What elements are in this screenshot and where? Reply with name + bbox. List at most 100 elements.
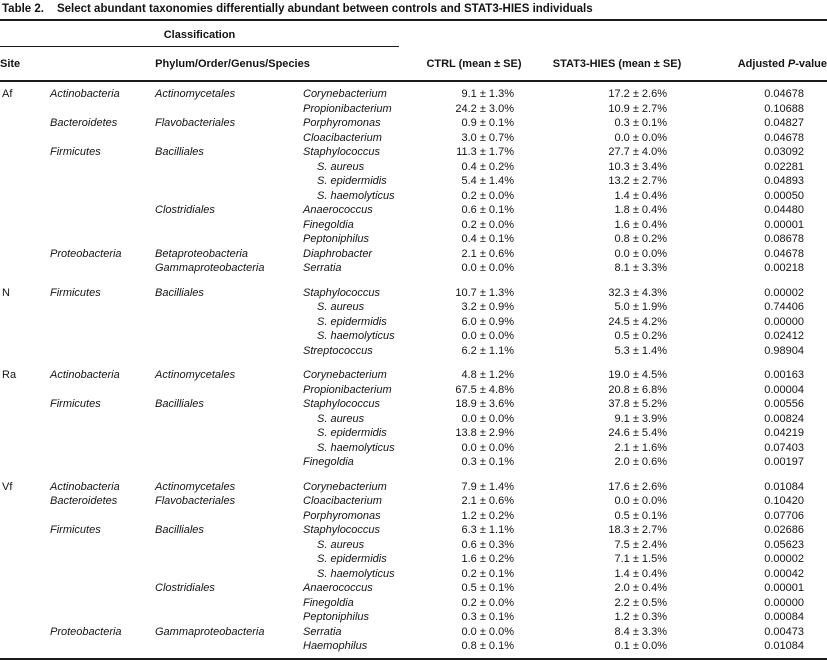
- cell-phylum: [50, 552, 155, 567]
- cell-order: [155, 102, 303, 117]
- cell-ctrl: 0.0 ± 0.0%: [461, 412, 514, 425]
- cell-hies: 0.5 ± 0.2%: [614, 330, 667, 342]
- cell-hies: 5.0 ± 1.9%: [614, 301, 667, 313]
- cell-order: [155, 567, 303, 582]
- cell-ctrl: 3.0 ± 0.7%: [461, 131, 514, 144]
- cell-hies: 1.2 ± 0.3%: [614, 611, 667, 623]
- cell-hies: 10.9 ± 2.7%: [608, 102, 667, 115]
- table-row: Bacteroidetes Flavobacteriales Cloacibac…: [0, 494, 827, 509]
- cell-site: [0, 538, 50, 553]
- cell-site: [0, 261, 50, 276]
- cell-p: 0.04219: [764, 427, 804, 439]
- cell-ctrl: 24.2 ± 3.0%: [455, 102, 514, 115]
- table-row: S. aureus 0.4 ± 0.2% 10.3 ± 3.4% 0.02281: [0, 160, 827, 175]
- cell-phylum: [50, 232, 155, 247]
- cell-order: Gammaproteobacteria: [155, 625, 265, 638]
- cell-site: [0, 625, 50, 640]
- cell-order: Flavobacteriales: [155, 495, 236, 507]
- cell-taxon: Cloacibacterium: [303, 131, 382, 144]
- cell-p: 0.00050: [764, 189, 804, 202]
- cell-site: Ra: [2, 369, 17, 381]
- cell-phylum: Actinobacteria: [50, 369, 120, 381]
- cell-hies: 2.0 ± 0.6%: [614, 456, 667, 468]
- cell-ctrl: 0.6 ± 0.3%: [461, 538, 514, 551]
- cell-hies: 17.2 ± 2.6%: [608, 88, 667, 100]
- cell-order: [155, 232, 303, 247]
- table-row: Firmicutes Bacilliales Staphylococcus 11…: [0, 145, 827, 160]
- cell-ctrl: 0.0 ± 0.0%: [461, 625, 514, 638]
- cell-site: [0, 160, 50, 175]
- cell-site: [0, 315, 50, 330]
- cell-order: [155, 538, 303, 553]
- table-row: Porphyromonas 1.2 ± 0.2% 0.5 ± 0.1% 0.07…: [0, 509, 827, 524]
- cell-ctrl: 6.0 ± 0.9%: [461, 315, 514, 328]
- cell-site: [0, 300, 50, 315]
- cell-taxon: S. aureus: [317, 160, 365, 173]
- cell-ctrl: 9.1 ± 1.3%: [461, 88, 514, 100]
- table-row: Peptoniphilus 0.4 ± 0.1% 0.8 ± 0.2% 0.08…: [0, 232, 827, 247]
- cell-order: [155, 610, 303, 625]
- cell-taxon: S. haemolyticus: [317, 189, 395, 202]
- table-row: S. aureus 0.6 ± 0.3% 7.5 ± 2.4% 0.05623: [0, 538, 827, 553]
- cell-phylum: [50, 538, 155, 553]
- cell-phylum: Proteobacteria: [50, 625, 122, 638]
- cell-phylum: [50, 160, 155, 175]
- cell-p: 0.00000: [764, 315, 804, 328]
- cell-taxon: Porphyromonas: [303, 117, 381, 129]
- cell-p: 0.00002: [764, 286, 804, 299]
- cell-taxon: Finegoldia: [303, 218, 354, 231]
- cell-ctrl: 1.2 ± 0.2%: [461, 509, 514, 522]
- cell-order: [155, 131, 303, 146]
- cell-hies: 32.3 ± 4.3%: [608, 286, 667, 299]
- cell-order: Clostridiales: [155, 204, 215, 216]
- cell-ctrl: 0.2 ± 0.0%: [461, 218, 514, 231]
- cell-p: 0.10420: [764, 495, 804, 507]
- cell-order: [155, 300, 303, 315]
- cell-taxon: Corynebacterium: [303, 369, 387, 381]
- table-row: Finegoldia 0.3 ± 0.1% 2.0 ± 0.6% 0.00197: [0, 455, 827, 470]
- cell-site: [0, 610, 50, 625]
- cell-order: [155, 441, 303, 456]
- cell-p: 0.04678: [764, 88, 804, 100]
- cell-p: 0.01084: [764, 640, 804, 652]
- column-header-ctrl: CTRL (mean ± SE): [415, 47, 533, 82]
- classification-group: Classification: [0, 21, 415, 47]
- cell-ctrl: 3.2 ± 0.9%: [461, 301, 514, 313]
- classification-spacer: [415, 21, 827, 47]
- cell-taxon: S. haemolyticus: [317, 330, 395, 342]
- cell-ctrl: 0.6 ± 0.1%: [461, 204, 514, 216]
- cell-hies: 8.1 ± 3.3%: [614, 262, 667, 274]
- cell-ctrl: 0.9 ± 0.1%: [461, 117, 514, 129]
- cell-p: 0.98904: [764, 344, 804, 357]
- cell-p: 0.00218: [764, 262, 804, 274]
- cell-p: 0.00001: [764, 582, 804, 594]
- table-row: S. aureus 3.2 ± 0.9% 5.0 ± 1.9% 0.74406: [0, 300, 827, 315]
- cell-taxon: Cloacibacterium: [303, 495, 382, 507]
- cell-ctrl: 18.9 ± 3.6%: [455, 398, 514, 410]
- cell-ctrl: 10.7 ± 1.3%: [455, 286, 514, 299]
- cell-phylum: [50, 581, 155, 596]
- table-number: Table 2.: [2, 3, 44, 15]
- cell-taxon: Corynebacterium: [303, 480, 387, 493]
- cell-hies: 7.5 ± 2.4%: [614, 538, 667, 551]
- table-row: S. haemolyticus 0.0 ± 0.0% 0.5 ± 0.2% 0.…: [0, 329, 827, 344]
- cell-site: [0, 567, 50, 582]
- cell-ctrl: 11.3 ± 1.7%: [456, 146, 514, 158]
- table-row: Clostridiales Anaerococcus 0.5 ± 0.1% 2.…: [0, 581, 827, 596]
- cell-order: [155, 596, 303, 611]
- table-row: Proteobacteria Betaproteobacteria Diaphr…: [0, 247, 827, 262]
- cell-hies: 2.0 ± 0.4%: [614, 582, 667, 594]
- cell-hies: 17.6 ± 2.6%: [608, 480, 667, 493]
- cell-p: 0.07403: [764, 441, 804, 454]
- cell-p: 0.02281: [764, 160, 804, 173]
- cell-p: 0.10688: [764, 102, 804, 115]
- cell-phylum: [50, 218, 155, 233]
- cell-p: 0.00556: [764, 398, 804, 410]
- cell-hies: 0.1 ± 0.0%: [614, 640, 667, 652]
- table-row: Finegoldia 0.2 ± 0.0% 2.2 ± 0.5% 0.00000: [0, 596, 827, 611]
- cell-ctrl: 0.3 ± 0.1%: [461, 456, 514, 468]
- cell-p: 0.07706: [764, 509, 804, 522]
- table-row: Propionibacterium 67.5 ± 4.8% 20.8 ± 6.8…: [0, 383, 827, 398]
- cell-ctrl: 0.0 ± 0.0%: [461, 441, 514, 454]
